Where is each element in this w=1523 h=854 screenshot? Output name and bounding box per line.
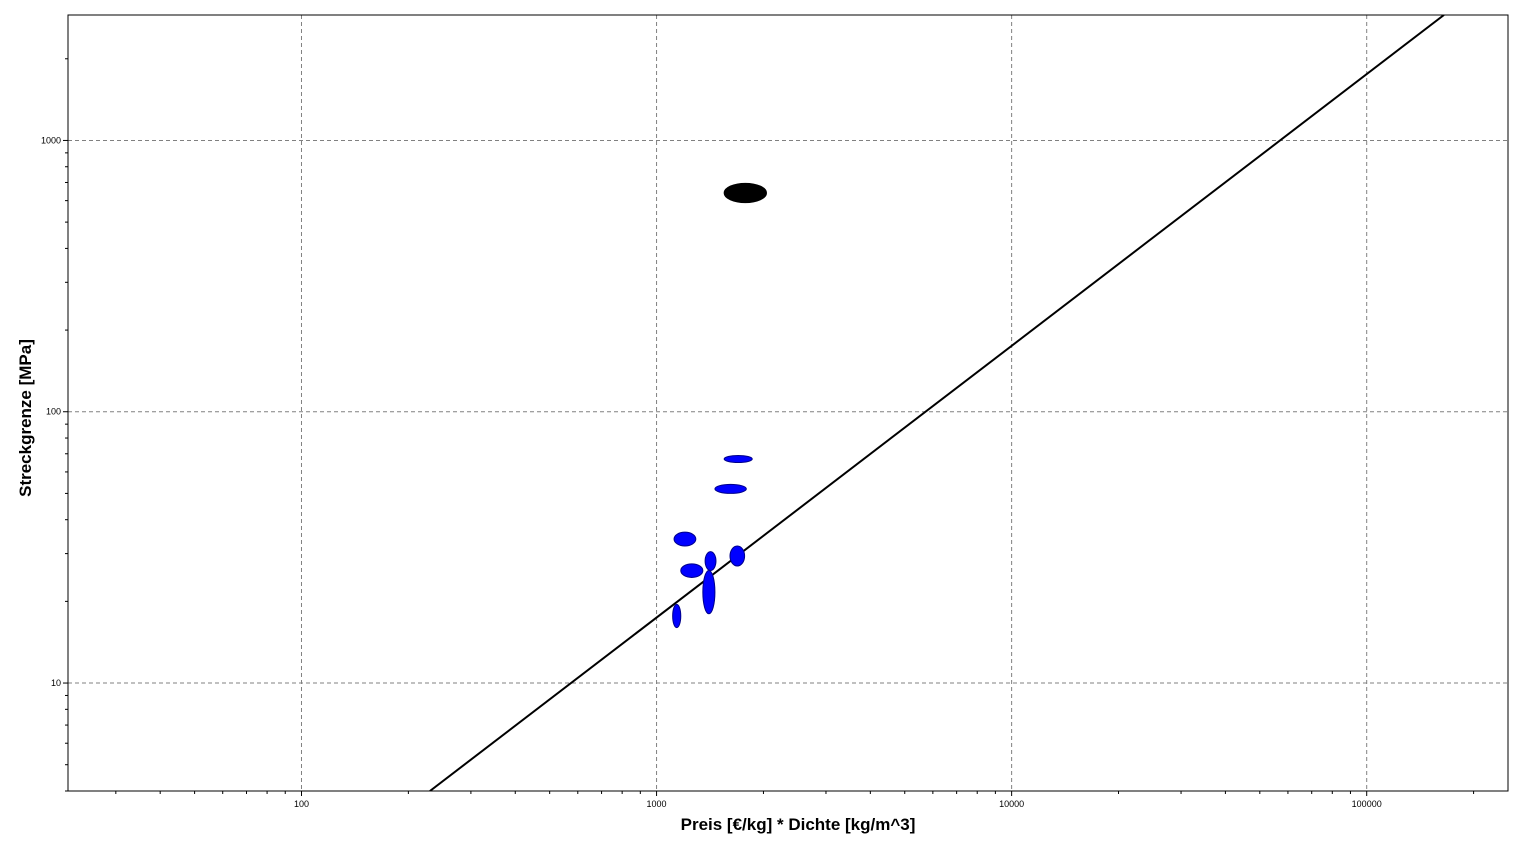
ellipse-point <box>672 603 682 629</box>
plot-area <box>429 15 1445 791</box>
plot-frame <box>67 14 1509 792</box>
ellipse-point <box>723 454 753 463</box>
ellipse-point <box>714 483 747 494</box>
y-axis-title: Streckgrenze [MPa] <box>16 339 35 497</box>
axes: 100 1000 10000 100000 10 100 1000 <box>41 58 1475 809</box>
x-axis-title: Preis [€/kg] * Dichte [kg/m^3] <box>681 815 916 834</box>
y-tick-label: 1000 <box>41 135 61 145</box>
guide-line <box>429 15 1445 791</box>
x-tick-label: 10000 <box>999 799 1024 809</box>
x-tick-label: 100000 <box>1352 799 1382 809</box>
highlight-ellipse-point <box>723 182 767 204</box>
ellipse-point <box>702 569 716 615</box>
ellipse-point <box>729 545 746 567</box>
ellipse-point <box>673 531 697 547</box>
ellipse-point <box>680 563 704 578</box>
y-tick-label: 10 <box>51 678 61 688</box>
x-tick-label: 1000 <box>647 799 667 809</box>
x-tick-label: 100 <box>294 799 309 809</box>
y-tick-label: 100 <box>46 407 61 417</box>
grid <box>68 15 1508 791</box>
ellipse-point <box>704 551 717 571</box>
